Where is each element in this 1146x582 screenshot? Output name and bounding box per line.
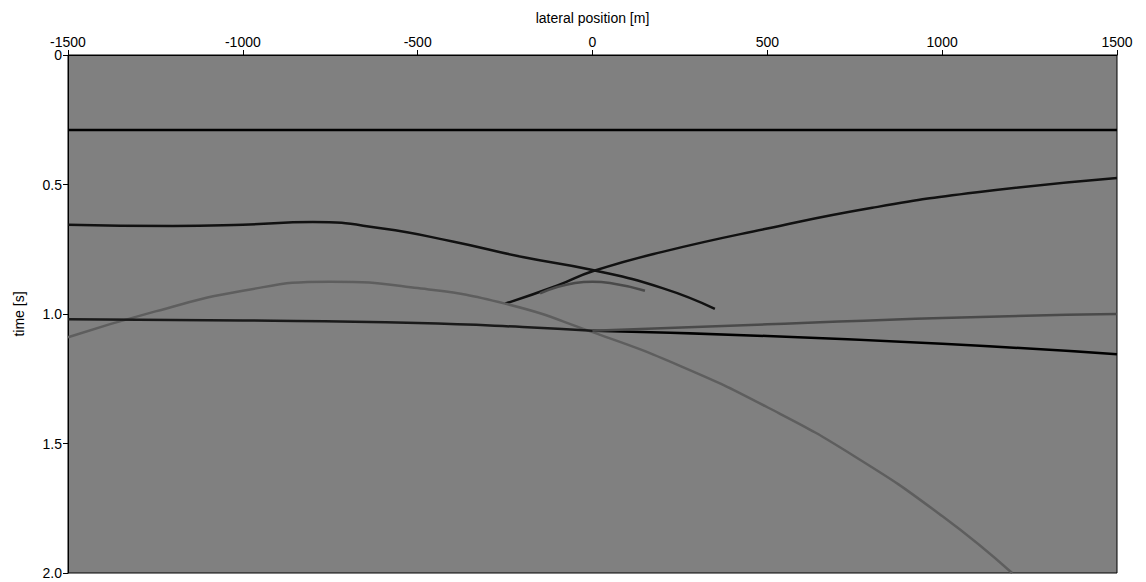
svg-text:2.0: 2.0 bbox=[43, 565, 63, 581]
svg-text:1000: 1000 bbox=[927, 34, 958, 50]
svg-text:-1000: -1000 bbox=[225, 34, 261, 50]
svg-text:-500: -500 bbox=[404, 34, 432, 50]
svg-text:1500: 1500 bbox=[1101, 34, 1132, 50]
svg-text:0: 0 bbox=[589, 34, 597, 50]
svg-text:500: 500 bbox=[756, 34, 780, 50]
svg-text:time [s]: time [s] bbox=[11, 291, 27, 336]
svg-text:0: 0 bbox=[54, 47, 62, 63]
svg-text:1.5: 1.5 bbox=[43, 436, 63, 452]
svg-text:1.0: 1.0 bbox=[43, 306, 63, 322]
svg-text:lateral position [m]: lateral position [m] bbox=[536, 10, 650, 26]
svg-text:-1500: -1500 bbox=[50, 34, 86, 50]
svg-text:0.5: 0.5 bbox=[43, 177, 63, 193]
